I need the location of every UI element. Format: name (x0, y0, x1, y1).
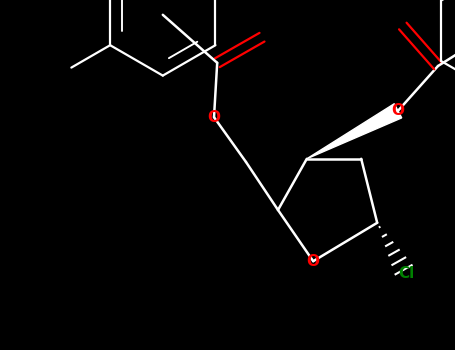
Polygon shape (307, 104, 402, 159)
Text: O: O (307, 254, 320, 269)
Text: O: O (391, 103, 404, 118)
Text: O: O (207, 110, 221, 125)
Text: Cl: Cl (398, 266, 414, 281)
